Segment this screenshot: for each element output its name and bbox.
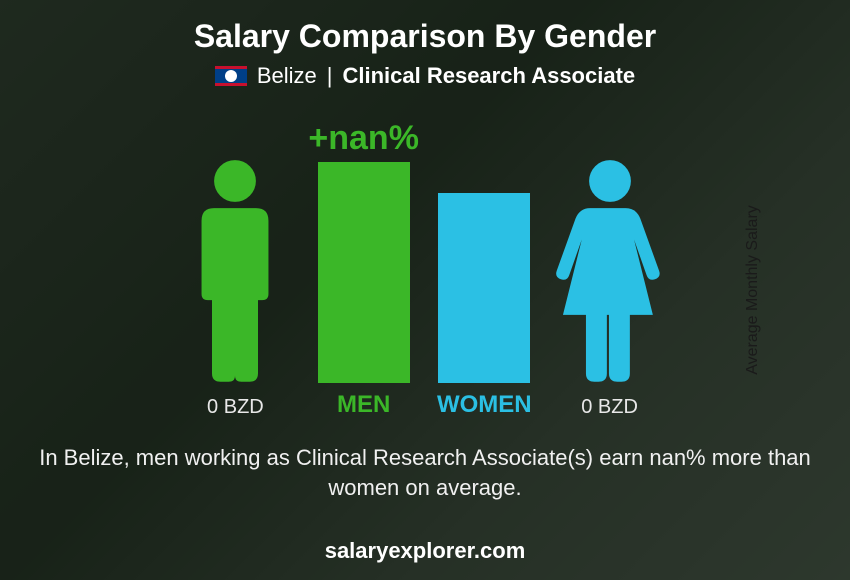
female-bar-column: WOMEN <box>437 119 532 419</box>
description-text: In Belize, men working as Clinical Resea… <box>35 443 815 502</box>
flag-bottom <box>215 83 247 86</box>
y-axis-label: Average Monthly Salary <box>744 205 762 375</box>
subtitle-row: Belize | Clinical Research Associate <box>215 63 635 89</box>
delta-label: +nan% <box>308 119 419 158</box>
female-salary-label: 0 BZD <box>581 396 638 419</box>
flag-circle <box>225 70 237 82</box>
footer-site: salaryexplorer.com <box>0 538 850 564</box>
male-bar-label: MEN <box>337 391 390 419</box>
chart-area: 0 BZD +nan% MEN WOMEN 0 BZD <box>180 119 669 419</box>
male-bar-column: +nan% MEN <box>308 119 419 419</box>
male-figure-icon <box>180 158 290 388</box>
female-figure-column: 0 BZD <box>550 119 670 419</box>
flag-top <box>215 66 247 69</box>
page-title: Salary Comparison By Gender <box>194 18 656 55</box>
female-bar-label: WOMEN <box>437 391 532 419</box>
female-bar <box>438 193 530 383</box>
subtitle-job: Clinical Research Associate <box>342 63 635 89</box>
subtitle-country: Belize <box>257 63 317 89</box>
male-figure-column: 0 BZD <box>180 119 290 419</box>
subtitle-separator: | <box>327 63 333 89</box>
male-bar <box>318 162 410 383</box>
flag-icon <box>215 66 247 86</box>
male-salary-label: 0 BZD <box>207 396 264 419</box>
female-figure-icon <box>550 158 670 388</box>
content-root: Salary Comparison By Gender Belize | Cli… <box>0 0 850 580</box>
